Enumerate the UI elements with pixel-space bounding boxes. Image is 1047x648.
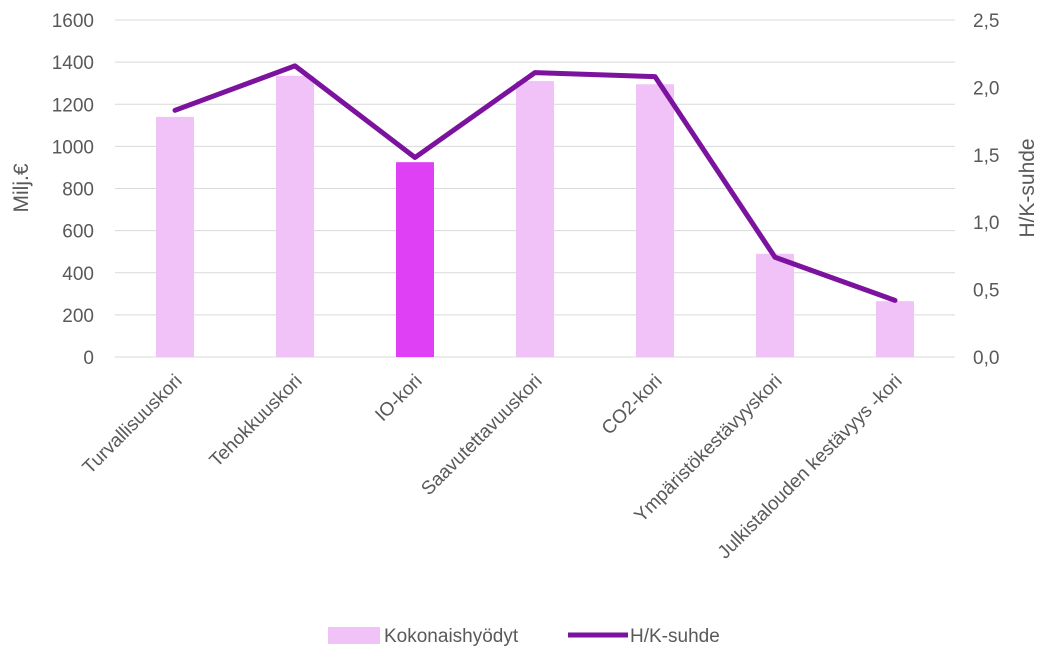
- y2-tick-label: 2,0: [973, 78, 999, 99]
- bar: [276, 75, 314, 358]
- bars: [156, 75, 914, 358]
- y-tick-label: 1200: [52, 95, 94, 116]
- y2-tick-label: 1,5: [973, 146, 999, 167]
- y-axis-title: Milj.€: [10, 163, 33, 212]
- line-path: [172, 63, 898, 303]
- y2-tick-label: 1,0: [973, 213, 999, 234]
- y2-tick-label: 0,0: [973, 348, 999, 369]
- y2-axis-title: H/K-suhde: [1016, 138, 1039, 237]
- y-tick-label: 800: [62, 180, 94, 201]
- x-tick-label: CO2-kori: [598, 371, 667, 440]
- line-series: [172, 63, 898, 303]
- bar: [156, 116, 194, 357]
- legend-label-line: H/K-suhde: [630, 626, 720, 647]
- y2-tick-label: 2,5: [973, 11, 999, 32]
- y-tick-label: 1000: [52, 137, 94, 158]
- y-tick-label: 200: [62, 306, 94, 327]
- legend: Kokonaishyödyt H/K-suhde: [328, 626, 720, 647]
- x-axis-ticks: Turvallisuuskori Tehokkuuskori IO-koriSaav…: [79, 371, 907, 564]
- y-tick-label: 1400: [52, 53, 94, 74]
- y-axis-ticks: 0 200 400 600 800 1000 1200 1400 1600: [52, 11, 94, 369]
- y-tick-label: 1600: [52, 11, 94, 32]
- y-tick-label: 400: [62, 264, 94, 285]
- bar: [396, 162, 434, 357]
- y2-axis-ticks: 0,0 0,5 1,0 1,5 2,0 2,5: [973, 11, 999, 369]
- bar: [636, 84, 674, 357]
- bar: [876, 301, 914, 357]
- bar: [756, 253, 794, 357]
- legend-swatch-bar: [328, 627, 380, 644]
- legend-label-bar: Kokonaishyödyt: [384, 626, 519, 647]
- y-tick-label: 600: [62, 222, 94, 243]
- x-tick-label: Saavutettavuuskori: [417, 371, 546, 500]
- x-tick-label: Turvallisuuskori: [79, 371, 187, 479]
- x-tick-label: IO-kori: [371, 371, 426, 426]
- y-tick-label: 0: [83, 348, 94, 369]
- y2-tick-label: 0,5: [973, 281, 999, 302]
- x-tick-label: Tehokkuuskori: [206, 371, 307, 472]
- bar: [516, 81, 554, 358]
